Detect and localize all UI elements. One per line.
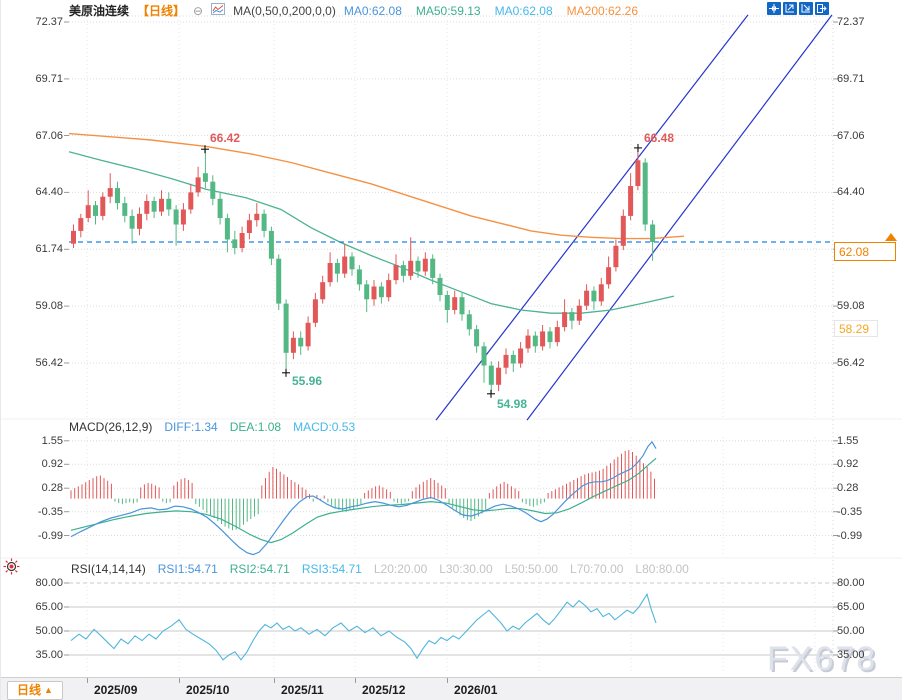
date-label: 2025/10 bbox=[186, 683, 230, 697]
dropdown-arrow-icon: ▲ bbox=[44, 685, 53, 695]
current-price-badge: 62.08 bbox=[834, 242, 896, 261]
rsi3-value: RSI3:54.71 bbox=[301, 562, 362, 576]
watermark: FX678 bbox=[767, 640, 878, 678]
chart-toolbar bbox=[767, 2, 829, 15]
macd-hist-value: MACD:0.53 bbox=[293, 420, 356, 434]
indicator-settings-icon[interactable] bbox=[3, 558, 20, 580]
collapse-icon[interactable]: ⊖ bbox=[193, 3, 204, 18]
rsi-level-label: L20:20.00 bbox=[373, 562, 428, 576]
rsi-level-label: L80:80.00 bbox=[635, 562, 689, 576]
ma-value: MA0:62.08 bbox=[494, 3, 553, 18]
axis-pan-left-icon[interactable] bbox=[783, 2, 797, 15]
macd-header: MACD(26,12,9) DIFF:1.34 DEA:1.08 MACD:0.… bbox=[69, 420, 355, 434]
date-label: 2025/11 bbox=[281, 683, 324, 697]
annotation-high-2: 66.48 bbox=[644, 131, 675, 145]
symbol-name: 美原油连续 bbox=[69, 4, 130, 18]
date-label: 2025/09 bbox=[94, 683, 138, 697]
rsi-level-label: L30:30.00 bbox=[439, 562, 493, 576]
ma-value: MA0:62.08 bbox=[343, 3, 402, 18]
annotation-low-1: 55.96 bbox=[292, 374, 323, 388]
date-tick bbox=[355, 678, 356, 683]
ma-params-label[interactable]: MA(0,50,0,200,0,0) bbox=[233, 3, 336, 18]
macd-title[interactable]: MACD(26,12,9) bbox=[69, 420, 153, 434]
chart-header: 美原油连续 【日线】 ⊖ MA(0,50,0,200,0,0) MA0:62.0… bbox=[69, 2, 638, 19]
period-label: 日线 bbox=[17, 683, 42, 697]
indicator-icon[interactable] bbox=[211, 3, 226, 18]
rsi-header: RSI(14,14,14) RSI1:54.71 RSI2:54.71 RSI3… bbox=[71, 562, 689, 576]
date-label: 2026/01 bbox=[454, 683, 498, 697]
rsi1-value: RSI1:54.71 bbox=[157, 562, 218, 576]
annotation-low-2: 54.98 bbox=[497, 397, 528, 411]
period-dropdown-button[interactable]: 日线 ▲ bbox=[7, 681, 63, 700]
date-tick bbox=[179, 678, 180, 683]
ma-value: MA200:62.26 bbox=[566, 3, 639, 18]
date-tick bbox=[447, 678, 448, 683]
date-tick bbox=[274, 678, 275, 683]
rsi-level-label: L70:70.00 bbox=[570, 562, 624, 576]
period-tag: 【日线】 bbox=[137, 4, 186, 18]
rsi-level-label: L50:50.00 bbox=[504, 562, 559, 576]
rsi2-value: RSI2:54.71 bbox=[229, 562, 290, 576]
rsi-title[interactable]: RSI(14,14,14) bbox=[71, 562, 146, 576]
time-axis-bar: 日线 ▲ 2025/09 2025/10 2025/11 2025/12 2026/01 bbox=[1, 677, 902, 700]
ma-values: MA0:62.08 MA50:59.13 MA0:62.08 MA200:62.26 bbox=[344, 4, 638, 18]
ma-value: MA50:59.13 bbox=[415, 3, 481, 18]
macd-diff-value: DIFF:1.34 bbox=[164, 420, 218, 434]
date-label: 2025/12 bbox=[362, 683, 406, 697]
rsi-level-labels: L20:20.00 L30:30.00 L50:50.00 L70:70.00 L80:… bbox=[374, 562, 689, 576]
secondary-price-badge: 58.29 bbox=[834, 320, 878, 337]
price-up-arrow-icon bbox=[885, 233, 897, 241]
collapse-panel-icon[interactable] bbox=[815, 2, 829, 15]
annotation-high-1: 66.42 bbox=[210, 131, 241, 145]
crosshair-icon[interactable] bbox=[767, 2, 781, 15]
axis-pan-right-icon[interactable] bbox=[799, 2, 813, 15]
macd-dea-value: DEA:1.08 bbox=[229, 420, 282, 434]
date-tick bbox=[87, 678, 88, 683]
